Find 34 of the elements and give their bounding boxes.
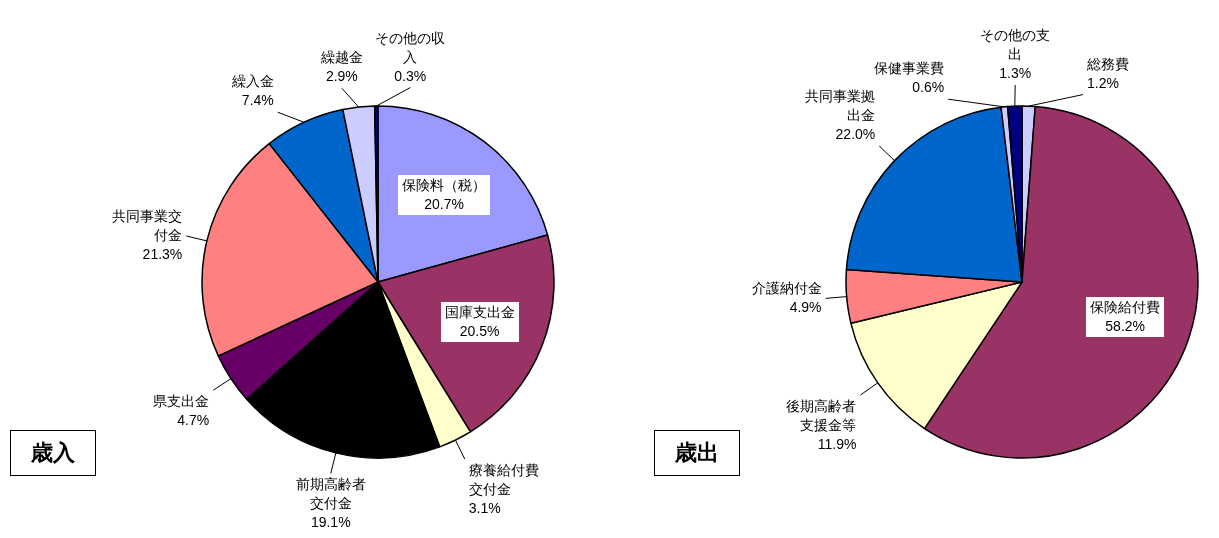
data-label: 3.1%	[468, 499, 502, 518]
text: 歳出	[654, 430, 740, 476]
data-label: 4.7%	[176, 411, 210, 431]
data-label: 20.5%	[458, 321, 501, 341]
slice-label: 保険給付費	[1090, 298, 1161, 318]
slice-label: 総務費	[1086, 54, 1130, 74]
data-label: 0.3%	[393, 66, 428, 86]
data-label: 0.6%	[912, 79, 945, 96]
data-label: 1.2%	[1086, 73, 1120, 93]
slice-label: 後期高齢者支援金等	[785, 397, 857, 435]
data-label: 19.1%	[309, 513, 352, 533]
slice-label: 繰入金	[230, 72, 274, 92]
slice-label: 保険料（税）	[402, 176, 487, 196]
slice-label: その他の支出	[979, 26, 1052, 64]
slice-label: 保健事業費	[873, 59, 945, 79]
data-label: 21.3%	[141, 245, 183, 265]
data-label: 4.9%	[788, 298, 822, 318]
data-label: 20.7%	[423, 195, 465, 215]
data-label: 2.9%	[324, 67, 359, 87]
slice-label: 前期高齢者交付金	[294, 475, 367, 514]
data-label: 11.9%	[816, 435, 857, 454]
slice-label: 県支出金	[152, 392, 210, 412]
slice-label: 繰越金	[319, 48, 364, 68]
slice-label: 国庫支出金	[444, 302, 515, 322]
slice-label: 共同事業交付金	[111, 207, 183, 246]
slice-label: 療養給付費交付金	[468, 461, 540, 499]
data-label: 1.3%	[998, 64, 1033, 83]
data-label: 7.4%	[240, 91, 274, 111]
data-label: 22.0%	[834, 125, 876, 145]
slice-label: 共同事業拠出金	[804, 87, 876, 126]
slice-label: 介護納付金	[750, 279, 822, 299]
slice-label: その他の収入	[374, 28, 447, 67]
text: 歳入	[10, 430, 96, 476]
data-label: 58.2%	[1104, 317, 1147, 337]
